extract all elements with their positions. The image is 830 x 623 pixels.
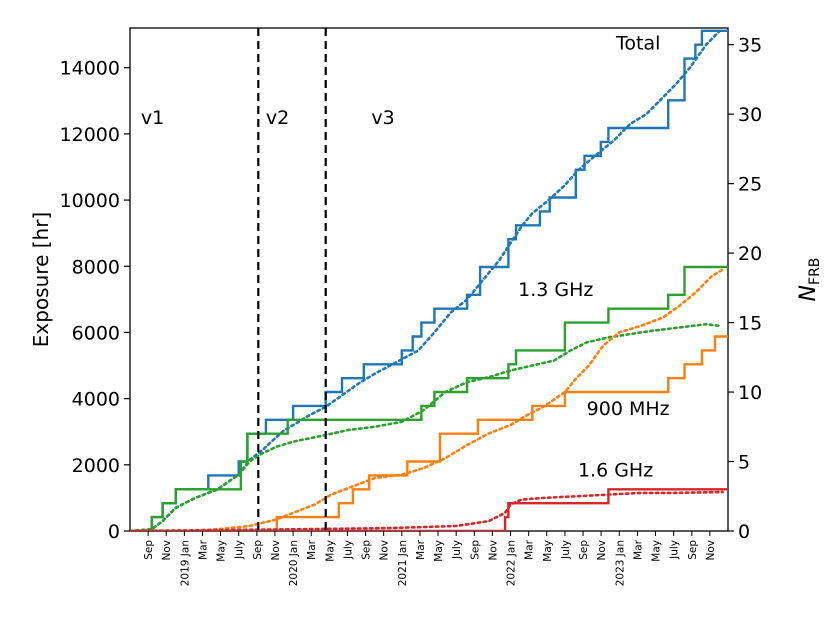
x-tick-label: Nov [270, 540, 282, 561]
x-tick-label: Sep [687, 540, 699, 560]
x-tick-label: Mar [198, 539, 210, 559]
x-tick-label: 2020 Jan [288, 540, 300, 586]
left-y-tick-label: 0 [108, 521, 120, 543]
x-tick-label: Sep [252, 540, 264, 560]
left-y-tick-label: 14000 [60, 58, 120, 80]
right-y-tick-label: 15 [738, 313, 762, 335]
x-tick-label: Mar [632, 539, 644, 559]
annotation-v2: v2 [266, 107, 289, 129]
left-y-axis: 0 2000 4000 6000 8000 10000 12000 14000 [60, 58, 130, 543]
x-tick-label: Sep [143, 540, 155, 560]
x-tick-label: July [669, 540, 681, 560]
x-tick-label: May [433, 540, 445, 562]
left-y-tick-label: 6000 [72, 322, 120, 344]
series-line-total-n-frb [130, 29, 728, 531]
version-divider-lines [257, 28, 327, 531]
x-tick-label: 2021 Jan [397, 540, 409, 586]
left-y-tick-label: 10000 [60, 190, 120, 212]
right-y-tick-label: 0 [738, 521, 750, 543]
annotation-1-3-ghz: 1.3 GHz [518, 279, 593, 301]
x-tick-label: Mar [415, 539, 427, 559]
right-y-tick-label: 5 [738, 452, 750, 474]
right-y-axis-title-sub: FRB [807, 258, 823, 285]
x-tick-label: 2023 Jan [614, 540, 626, 586]
x-tick-label: Nov [705, 540, 717, 561]
x-tick-label: July [560, 540, 572, 560]
right-y-tick-label: 10 [738, 382, 762, 404]
right-y-tick-label: 30 [738, 104, 762, 126]
x-tick-label: Nov [596, 540, 608, 561]
x-tick-label: May [542, 540, 554, 562]
series-line-900-mhz-exposure [130, 268, 724, 531]
plot-area [129, 27, 729, 532]
left-y-tick-label: 2000 [72, 455, 120, 477]
right-y-axis: 0 5 10 15 20 25 30 35 [728, 35, 762, 543]
annotation-total: Total [615, 33, 660, 55]
series-line-1-3-ghz-exposure [130, 322, 721, 531]
series-line-total-exposure [130, 30, 721, 531]
left-y-tick-label: 12000 [60, 124, 120, 146]
right-y-tick-label: 35 [738, 35, 762, 57]
x-tick-label: May [324, 540, 336, 562]
x-tick-label: July [234, 540, 246, 560]
x-tick-label: Nov [379, 540, 391, 561]
left-y-axis-title: Exposure [hr] [29, 212, 53, 347]
x-axis: Sep Nov 2019 Jan Mar May July Sep Nov 2020 Jan Ma… [143, 531, 717, 586]
x-tick-label: 2022 Jan [506, 540, 518, 586]
x-tick-label: Mar [524, 539, 536, 559]
x-tick-label: May [216, 540, 228, 562]
left-y-tick-label: 8000 [72, 256, 120, 278]
annotation-1-6-ghz: 1.6 GHz [578, 459, 653, 481]
x-tick-label: Mar [306, 539, 318, 559]
right-y-tick-label: 25 [738, 174, 762, 196]
x-tick-label: Nov [487, 540, 499, 561]
x-tick-label: Sep [361, 540, 373, 560]
annotation-v1: v1 [141, 107, 164, 129]
x-tick-label: Sep [469, 540, 481, 560]
right-y-axis-title: NFRB [796, 258, 823, 302]
x-tick-label: Nov [161, 540, 173, 561]
x-tick-label: May [650, 540, 662, 562]
x-tick-label: Sep [578, 540, 590, 560]
annotations: v1 v2 v3 Total 1.3 GHz 900 MHz 1.6 GHz [141, 33, 670, 482]
series-layer [130, 29, 728, 531]
annotation-v3: v3 [371, 107, 394, 129]
series-line-1-6-ghz-n-frb [130, 488, 728, 531]
x-tick-label: July [451, 540, 463, 560]
right-y-axis-title-main: N [796, 285, 821, 301]
x-tick-label: July [342, 540, 354, 560]
series-line-1-6-ghz-exposure [130, 490, 724, 531]
annotation-900-mhz: 900 MHz [587, 398, 670, 420]
series-line-900-mhz-n-frb [130, 335, 728, 531]
x-tick-label: 2019 Jan [179, 540, 191, 586]
plot-frame [129, 27, 729, 532]
left-y-tick-label: 4000 [72, 389, 120, 411]
right-y-tick-label: 20 [738, 243, 762, 265]
